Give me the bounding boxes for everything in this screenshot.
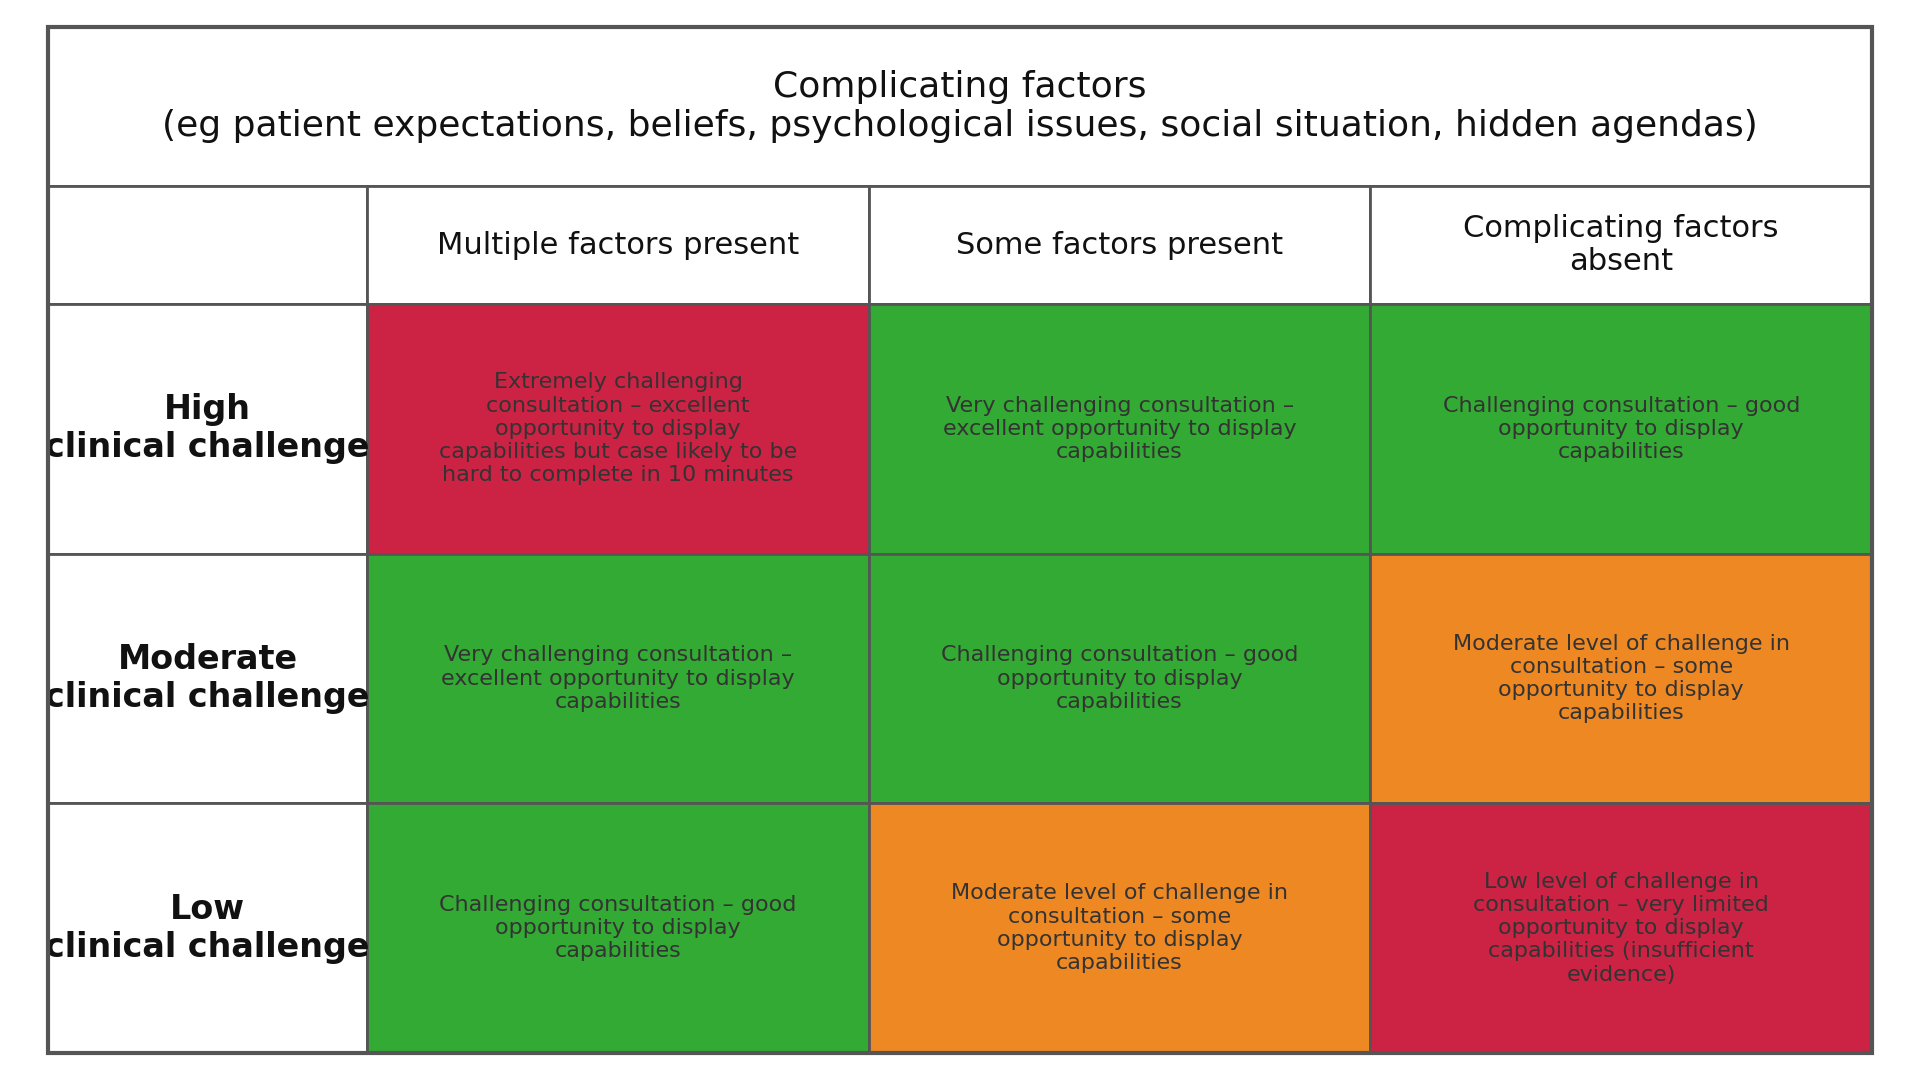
Text: Multiple factors present: Multiple factors present [438,230,799,259]
Text: Low
clinical challenge: Low clinical challenge [46,892,371,963]
Text: Extremely challenging
consultation – excellent
opportunity to display
capabiliti: Extremely challenging consultation – exc… [440,373,797,485]
Bar [868,554,1371,804]
Bar [48,186,367,305]
Text: Low level of challenge in
consultation – very limited
opportunity to display
cap: Low level of challenge in consultation –… [1473,872,1768,985]
Bar [48,305,367,554]
Text: High
clinical challenge: High clinical challenge [46,393,371,464]
Bar [367,305,868,554]
Text: Challenging consultation – good
opportunity to display
capabilities: Challenging consultation – good opportun… [1442,395,1799,462]
Bar [868,804,1371,1053]
Text: Some factors present: Some factors present [956,230,1283,259]
Bar [48,27,1872,186]
Text: Moderate
clinical challenge: Moderate clinical challenge [46,643,371,714]
Bar [868,186,1371,305]
Bar [48,804,367,1053]
Text: Very challenging consultation –
excellent opportunity to display
capabilities: Very challenging consultation – excellen… [442,646,795,712]
Bar [1371,186,1872,305]
Bar [367,804,868,1053]
Bar [367,186,868,305]
Text: Challenging consultation – good
opportunity to display
capabilities: Challenging consultation – good opportun… [440,895,797,961]
Text: Challenging consultation – good
opportunity to display
capabilities: Challenging consultation – good opportun… [941,646,1298,712]
Bar [367,554,868,804]
Bar [868,305,1371,554]
Text: Very challenging consultation –
excellent opportunity to display
capabilities: Very challenging consultation – excellen… [943,395,1296,462]
Text: Moderate level of challenge in
consultation – some
opportunity to display
capabi: Moderate level of challenge in consultat… [1453,634,1789,724]
Bar [1371,554,1872,804]
Text: Moderate level of challenge in
consultation – some
opportunity to display
capabi: Moderate level of challenge in consultat… [950,883,1288,973]
Text: Complicating factors
(eg patient expectations, beliefs, psychological issues, so: Complicating factors (eg patient expecta… [161,70,1759,144]
Text: Complicating factors
absent: Complicating factors absent [1463,214,1780,276]
Bar [48,554,367,804]
Bar [1371,804,1872,1053]
Bar [1371,305,1872,554]
